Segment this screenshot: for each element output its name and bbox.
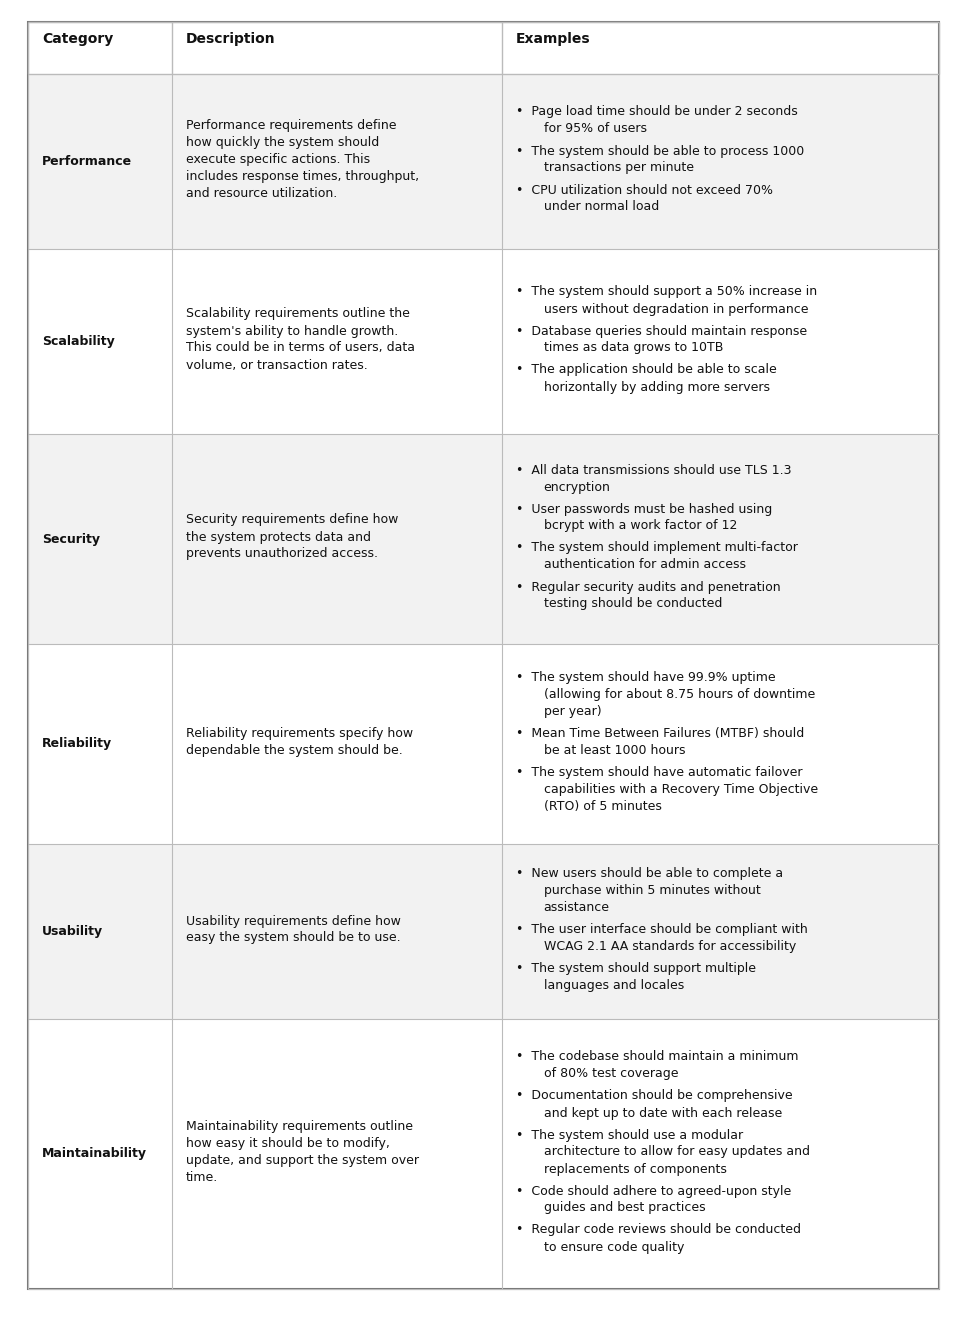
Text: replacements of components: replacements of components	[543, 1162, 726, 1175]
Text: •  The system should have automatic failover: • The system should have automatic failo…	[515, 767, 803, 779]
Text: Security requirements define how: Security requirements define how	[186, 514, 398, 527]
Text: guides and best practices: guides and best practices	[543, 1202, 705, 1214]
Text: •  The codebase should maintain a minimum: • The codebase should maintain a minimum	[515, 1050, 798, 1063]
Text: •  User passwords must be hashed using: • User passwords must be hashed using	[515, 503, 772, 515]
Text: how easy it should be to modify,: how easy it should be to modify,	[186, 1137, 390, 1150]
Text: This could be in terms of users, data: This could be in terms of users, data	[186, 342, 415, 354]
Text: •  The system should be able to process 1000: • The system should be able to process 1…	[515, 145, 804, 157]
Text: dependable the system should be.: dependable the system should be.	[186, 744, 402, 757]
Text: Performance requirements define: Performance requirements define	[186, 118, 396, 132]
Text: Description: Description	[186, 32, 276, 47]
Text: (RTO) of 5 minutes: (RTO) of 5 minutes	[543, 800, 661, 813]
Text: Maintainability: Maintainability	[42, 1147, 147, 1161]
Text: authentication for admin access: authentication for admin access	[543, 559, 746, 571]
Text: capabilities with a Recovery Time Objective: capabilities with a Recovery Time Object…	[543, 783, 818, 796]
Text: and resource utilization.: and resource utilization.	[186, 186, 337, 200]
Text: •  Mean Time Between Failures (MTBF) should: • Mean Time Between Failures (MTBF) shou…	[515, 727, 804, 740]
Text: assistance: assistance	[543, 901, 610, 914]
Text: Category: Category	[42, 32, 113, 47]
Text: •  The system should have 99.9% uptime: • The system should have 99.9% uptime	[515, 671, 776, 684]
Text: be at least 1000 hours: be at least 1000 hours	[543, 744, 686, 757]
Text: •  Code should adhere to agreed-upon style: • Code should adhere to agreed-upon styl…	[515, 1185, 791, 1198]
Text: includes response times, throughput,: includes response times, throughput,	[186, 170, 419, 182]
Text: Security: Security	[42, 532, 100, 546]
Text: volume, or transaction rates.: volume, or transaction rates.	[186, 358, 367, 371]
Text: •  Database queries should maintain response: • Database queries should maintain respo…	[515, 325, 806, 338]
Text: easy the system should be to use.: easy the system should be to use.	[186, 932, 400, 945]
Bar	[28, 75, 939, 249]
Text: and kept up to date with each release: and kept up to date with each release	[543, 1106, 782, 1119]
Text: •  The system should support multiple: • The system should support multiple	[515, 962, 756, 976]
Text: languages and locales: languages and locales	[543, 980, 684, 992]
Text: WCAG 2.1 AA standards for accessibility: WCAG 2.1 AA standards for accessibility	[543, 940, 796, 953]
Text: users without degradation in performance: users without degradation in performance	[543, 302, 808, 315]
Text: system's ability to handle growth.: system's ability to handle growth.	[186, 325, 398, 338]
Text: architecture to allow for easy updates and: architecture to allow for easy updates a…	[543, 1146, 809, 1158]
Text: Scalability: Scalability	[42, 335, 115, 347]
Text: for 95% of users: for 95% of users	[543, 122, 647, 136]
Text: prevents unauthorized access.: prevents unauthorized access.	[186, 547, 378, 560]
Text: •  Documentation should be comprehensive: • Documentation should be comprehensive	[515, 1090, 792, 1102]
Text: •  The system should implement multi-factor: • The system should implement multi-fact…	[515, 542, 798, 555]
Bar	[28, 434, 939, 644]
Text: •  All data transmissions should use TLS 1.3: • All data transmissions should use TLS …	[515, 463, 791, 476]
Text: Reliability requirements specify how: Reliability requirements specify how	[186, 727, 413, 740]
Text: Reliability: Reliability	[42, 737, 112, 751]
Bar	[28, 1020, 939, 1288]
Text: under normal load: under normal load	[543, 201, 659, 213]
Text: Scalability requirements outline the: Scalability requirements outline the	[186, 307, 410, 321]
Text: purchase within 5 minutes without: purchase within 5 minutes without	[543, 884, 760, 897]
Bar	[28, 644, 939, 844]
Bar	[28, 844, 939, 1020]
Text: encryption: encryption	[543, 480, 610, 494]
Text: (allowing for about 8.75 hours of downtime: (allowing for about 8.75 hours of downti…	[543, 688, 815, 701]
Text: testing should be conducted: testing should be conducted	[543, 598, 722, 611]
Text: execute specific actions. This: execute specific actions. This	[186, 153, 370, 166]
Text: time.: time.	[186, 1171, 219, 1185]
Text: Examples: Examples	[515, 32, 590, 47]
Text: the system protects data and: the system protects data and	[186, 531, 371, 543]
Text: •  The system should support a 50% increase in: • The system should support a 50% increa…	[515, 286, 817, 298]
Text: times as data grows to 10TB: times as data grows to 10TB	[543, 342, 723, 354]
Text: Maintainability requirements outline: Maintainability requirements outline	[186, 1119, 413, 1133]
Text: •  New users should be able to complete a: • New users should be able to complete a	[515, 866, 783, 880]
Text: •  Regular security audits and penetration: • Regular security audits and penetratio…	[515, 580, 780, 594]
Text: horizontally by adding more servers: horizontally by adding more servers	[543, 381, 770, 394]
Text: bcrypt with a work factor of 12: bcrypt with a work factor of 12	[543, 519, 737, 532]
Text: •  CPU utilization should not exceed 70%: • CPU utilization should not exceed 70%	[515, 184, 773, 197]
Text: how quickly the system should: how quickly the system should	[186, 136, 379, 149]
Text: •  The application should be able to scale: • The application should be able to scal…	[515, 363, 777, 377]
Text: •  Page load time should be under 2 seconds: • Page load time should be under 2 secon…	[515, 105, 798, 118]
Text: of 80% test coverage: of 80% test coverage	[543, 1067, 678, 1081]
Text: Performance: Performance	[42, 154, 132, 168]
Text: •  Regular code reviews should be conducted: • Regular code reviews should be conduct…	[515, 1223, 801, 1236]
Text: Usability requirements define how: Usability requirements define how	[186, 914, 400, 928]
Text: •  The user interface should be compliant with: • The user interface should be compliant…	[515, 922, 807, 936]
Text: per year): per year)	[543, 705, 601, 717]
Text: transactions per minute: transactions per minute	[543, 161, 693, 174]
Text: to ensure code quality: to ensure code quality	[543, 1240, 684, 1254]
Text: update, and support the system over: update, and support the system over	[186, 1154, 419, 1167]
Text: •  The system should use a modular: • The system should use a modular	[515, 1129, 743, 1142]
Bar	[28, 23, 939, 75]
Bar	[28, 249, 939, 434]
Text: Usability: Usability	[42, 925, 103, 938]
